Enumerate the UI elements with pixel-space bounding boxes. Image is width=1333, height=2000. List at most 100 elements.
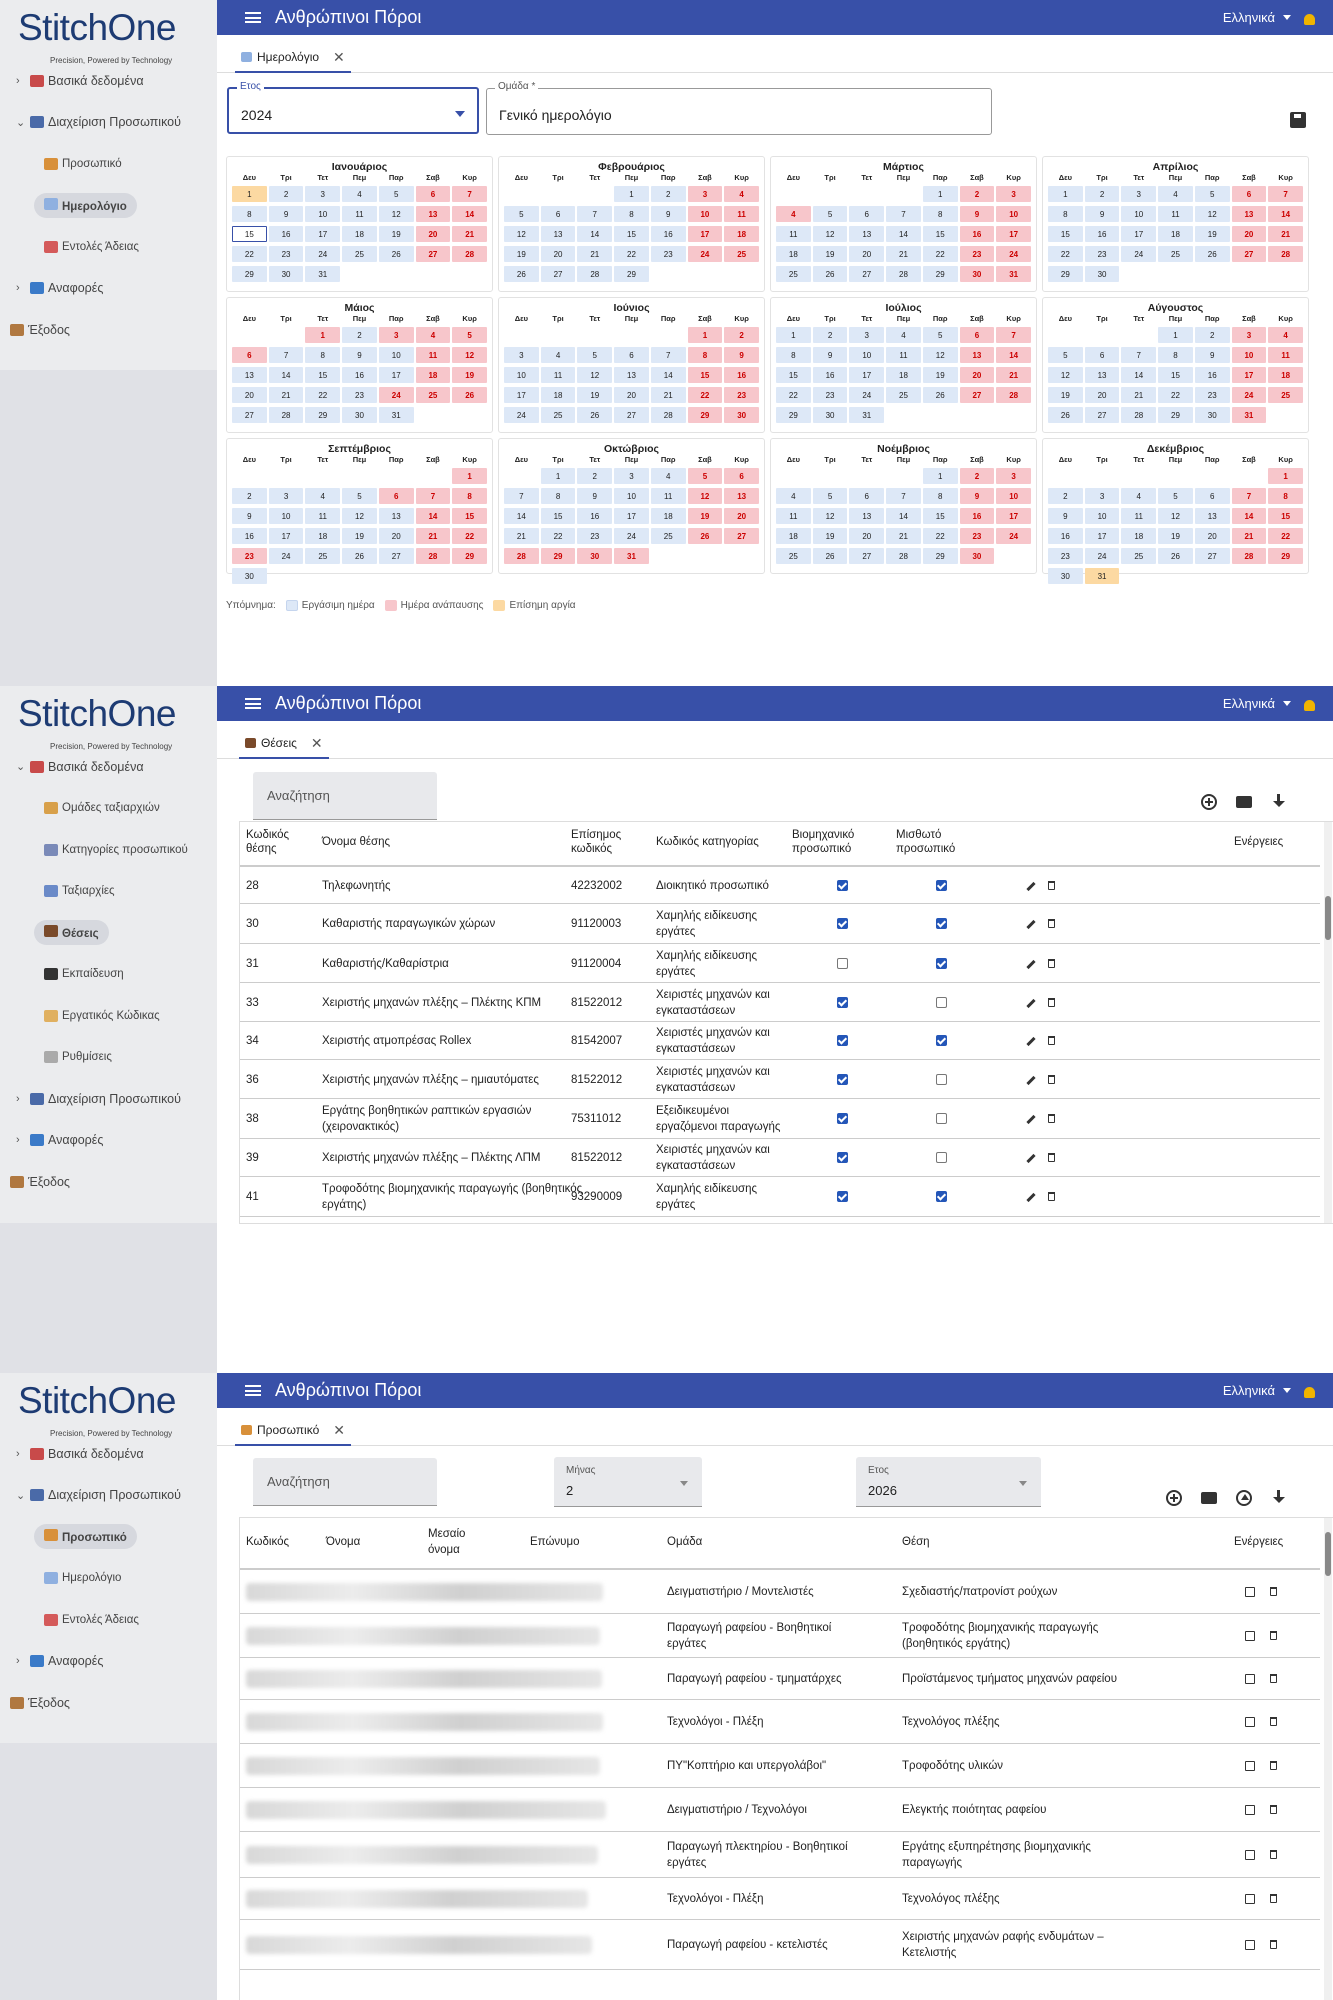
- calendar-day[interactable]: 11: [415, 347, 451, 363]
- calendar-day[interactable]: 6: [724, 468, 759, 484]
- calendar-day[interactable]: 9: [1084, 206, 1120, 222]
- salaried-checkbox[interactable]: [936, 879, 947, 891]
- calendar-day[interactable]: 31: [996, 266, 1031, 282]
- calendar-day[interactable]: 6: [1084, 347, 1120, 363]
- calendar-day[interactable]: 15: [1158, 367, 1193, 383]
- calendar-day[interactable]: 19: [812, 528, 848, 544]
- calendar-day[interactable]: 22: [776, 387, 811, 403]
- calendar-day[interactable]: 18: [1268, 367, 1303, 383]
- salaried-checkbox[interactable]: [936, 996, 947, 1008]
- sidebar-item-9[interactable]: › Αναφορές: [0, 1120, 217, 1162]
- calendar-day[interactable]: 26: [687, 528, 723, 544]
- calendar-day[interactable]: 31: [1084, 568, 1120, 584]
- calendar-day[interactable]: 20: [415, 226, 451, 242]
- delete-icon[interactable]: [1270, 1850, 1277, 1859]
- edit-icon[interactable]: [1026, 1075, 1036, 1085]
- column-header-official[interactable]: Επίσημος: [571, 829, 622, 841]
- chevron-right-icon[interactable]: ›: [16, 1134, 20, 1147]
- calendar-day[interactable]: 25: [1121, 548, 1157, 564]
- language-selector[interactable]: Ελληνικά: [1222, 1383, 1275, 1398]
- calendar-day[interactable]: 10: [996, 488, 1031, 504]
- calendar-day[interactable]: 18: [650, 508, 686, 524]
- calendar-day[interactable]: 23: [724, 387, 759, 403]
- calendar-day[interactable]: 17: [849, 367, 885, 383]
- calendar-day[interactable]: 28: [886, 548, 921, 564]
- calendar-day[interactable]: 18: [1158, 226, 1193, 242]
- close-icon[interactable]: ✕: [310, 734, 323, 751]
- column-header-category[interactable]: Κωδικός κατηγορίας: [656, 836, 759, 848]
- calendar-day[interactable]: 8: [687, 347, 723, 363]
- sidebar-item-6[interactable]: Έξοδος: [0, 1682, 217, 1724]
- column-header-last[interactable]: Επώνυμο: [530, 1536, 580, 1548]
- calendar-day[interactable]: 10: [1231, 347, 1267, 363]
- calendar-day[interactable]: 28: [415, 548, 451, 564]
- calendar-day[interactable]: 2: [232, 488, 267, 504]
- calendar-day[interactable]: 2: [342, 327, 377, 343]
- calendar-day[interactable]: 17: [378, 367, 414, 383]
- calendar-day[interactable]: 14: [1231, 508, 1267, 524]
- calendar-day[interactable]: 1: [540, 468, 576, 484]
- calendar-day[interactable]: 28: [650, 407, 686, 423]
- calendar-day[interactable]: 23: [1194, 387, 1230, 403]
- delete-icon[interactable]: [1048, 1114, 1055, 1123]
- hamburger-menu-icon[interactable]: [245, 12, 261, 23]
- calendar-day[interactable]: 26: [922, 387, 958, 403]
- sidebar-item-6[interactable]: Εργατικός Κώδικας: [0, 995, 217, 1037]
- calendar-day[interactable]: 19: [504, 246, 539, 262]
- calendar-day[interactable]: 12: [452, 347, 487, 363]
- calendar-day[interactable]: 15: [687, 367, 723, 383]
- calendar-day[interactable]: 20: [614, 387, 649, 403]
- calendar-day[interactable]: 26: [812, 266, 848, 282]
- edit-icon[interactable]: [1026, 919, 1036, 930]
- calendar-day[interactable]: 29: [1048, 266, 1083, 282]
- calendar-day[interactable]: 14: [504, 508, 539, 524]
- calendar-day[interactable]: 25: [776, 548, 811, 564]
- calendar-day[interactable]: 24: [378, 387, 414, 403]
- delete-icon[interactable]: [1048, 958, 1055, 968]
- calendar-day[interactable]: 28: [577, 266, 613, 282]
- calendar-day[interactable]: 7: [504, 488, 539, 504]
- calendar-day[interactable]: 24: [687, 246, 723, 262]
- column-header-industrial[interactable]: Βιομηχανικό: [792, 829, 855, 841]
- calendar-day[interactable]: 6: [849, 488, 885, 504]
- calendar-day[interactable]: 12: [812, 226, 848, 242]
- calendar-day[interactable]: 5: [577, 347, 613, 363]
- sidebar-item-2[interactable]: Προσωπικό: [0, 1516, 217, 1558]
- calendar-day[interactable]: 6: [415, 186, 451, 202]
- calendar-day[interactable]: 2: [724, 327, 759, 343]
- calendar-day[interactable]: 13: [540, 226, 576, 242]
- table-row[interactable]: 41 Τροφοδότης βιομηχανικής παραγωγής (βοη…: [240, 1177, 1320, 1217]
- calendar-day[interactable]: 5: [812, 488, 848, 504]
- calendar-day[interactable]: 27: [614, 407, 649, 423]
- calendar-day[interactable]: 2: [1194, 327, 1230, 343]
- calendar-day[interactable]: 27: [849, 548, 885, 564]
- salaried-checkbox[interactable]: [936, 1191, 947, 1202]
- calendar-day[interactable]: 4: [886, 327, 921, 343]
- calendar-day[interactable]: 16: [959, 508, 995, 524]
- calendar-day[interactable]: 1: [1048, 186, 1083, 202]
- calendar-day[interactable]: 12: [342, 508, 377, 524]
- calendar-day[interactable]: 3: [268, 488, 304, 504]
- sidebar-item-6[interactable]: Έξοδος: [0, 309, 217, 351]
- calendar-day[interactable]: 29: [305, 407, 341, 423]
- open-in-new-icon[interactable]: [1245, 1940, 1255, 1950]
- calendar-day[interactable]: 13: [1194, 508, 1230, 524]
- calendar-day[interactable]: 21: [1121, 387, 1157, 403]
- calendar-day[interactable]: 9: [232, 508, 267, 524]
- calendar-day[interactable]: 20: [1194, 528, 1230, 544]
- calendar-day[interactable]: 11: [724, 206, 759, 222]
- sidebar-item-1[interactable]: ⌄ Διαχείριση Προσωπικού: [0, 1475, 217, 1517]
- calendar-day[interactable]: 30: [959, 548, 995, 564]
- industrial-checkbox[interactable]: [837, 1191, 848, 1202]
- calendar-day[interactable]: 9: [724, 347, 759, 363]
- sidebar-item-2[interactable]: Προσωπικό: [0, 143, 217, 185]
- calendar-day[interactable]: 22: [305, 387, 341, 403]
- column-header-first[interactable]: Όνομα: [326, 1536, 361, 1548]
- delete-icon[interactable]: [1048, 997, 1055, 1007]
- calendar-day[interactable]: 15: [232, 226, 267, 242]
- calendar-day[interactable]: 2: [959, 186, 995, 202]
- calendar-day[interactable]: 8: [1158, 347, 1193, 363]
- add-icon[interactable]: [1166, 1490, 1182, 1506]
- calendar-day[interactable]: 14: [996, 347, 1031, 363]
- table-row[interactable]: Δειγματιστήριο / Μοντελιστές Σχεδιαστής/π…: [240, 1570, 1320, 1614]
